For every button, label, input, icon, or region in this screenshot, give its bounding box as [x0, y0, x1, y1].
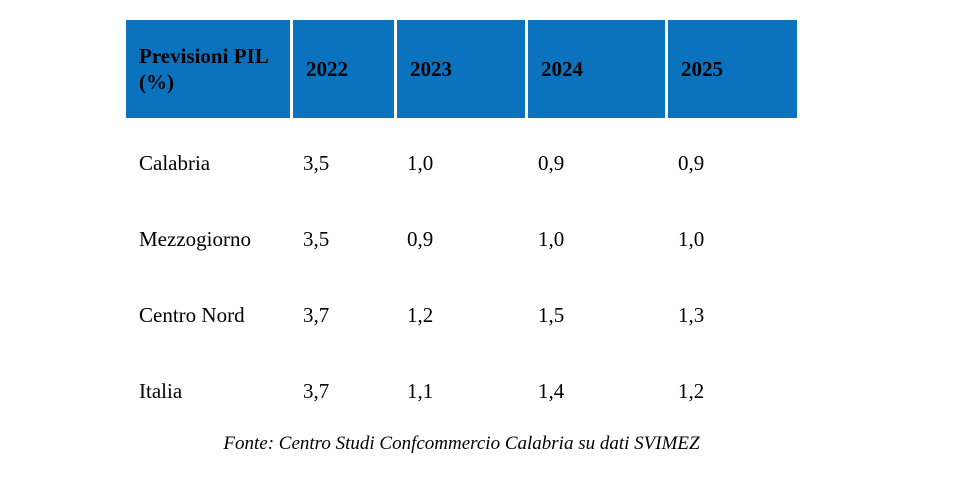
row-label: Italia — [139, 378, 183, 403]
header-cell-year-2024: 2024 — [525, 20, 665, 118]
value-cell: 1,3 — [678, 302, 705, 327]
table-body: Calabria 3,5 1,0 0,9 0,9 Mezzogiorno 3,5… — [126, 125, 797, 429]
header-cell-year-2025: 2025 — [665, 20, 797, 118]
source-caption: Fonte: Centro Studi Confcommercio Calabr… — [223, 433, 700, 454]
value-cell: 3,7 — [303, 302, 330, 327]
value-cell: 0,9 — [407, 226, 434, 251]
row-label: Calabria — [139, 150, 211, 175]
value-cell: 1,2 — [678, 378, 705, 403]
value-cell: 1,2 — [407, 302, 434, 327]
header-cell-year-2023: 2023 — [394, 20, 525, 118]
value-cell: 3,7 — [303, 378, 330, 403]
value-cell: 1,1 — [407, 378, 434, 403]
pil-forecast-table: Previsioni PIL (%) 2022 2023 2024 2025 C… — [126, 20, 797, 455]
table-row-centro-nord: Centro Nord 3,7 1,2 1,5 1,3 — [126, 277, 797, 353]
row-label: Mezzogiorno — [139, 226, 251, 251]
value-cell: 1,0 — [678, 226, 705, 251]
value-cell: 3,5 — [303, 226, 330, 251]
value-cell: 1,5 — [538, 302, 565, 327]
row-label: Centro Nord — [139, 302, 245, 327]
value-cell: 1,0 — [407, 150, 434, 175]
header-cell-title: Previsioni PIL (%) — [126, 20, 290, 118]
table-row-mezzogiorno: Mezzogiorno 3,5 0,9 1,0 1,0 — [126, 201, 797, 277]
table-row-calabria: Calabria 3,5 1,0 0,9 0,9 — [126, 125, 797, 201]
value-cell: 0,9 — [538, 150, 565, 175]
value-cell: 1,4 — [538, 378, 565, 403]
table-row-italia: Italia 3,7 1,1 1,4 1,2 — [126, 353, 797, 429]
header-cell-year-2022: 2022 — [290, 20, 394, 118]
value-cell: 3,5 — [303, 150, 330, 175]
table-header-row: Previsioni PIL (%) 2022 2023 2024 2025 — [126, 20, 797, 118]
value-cell: 1,0 — [538, 226, 565, 251]
value-cell: 0,9 — [678, 150, 705, 175]
